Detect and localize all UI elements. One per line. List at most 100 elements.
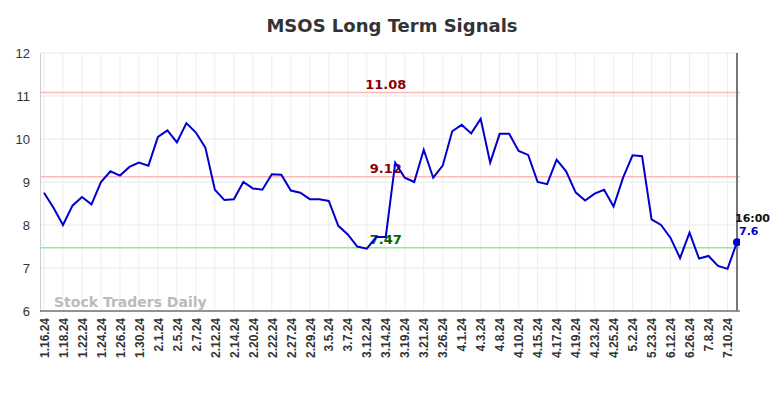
x-grid-line — [62, 53, 63, 311]
x-axis: 1.16.241.18.241.22.241.24.241.26.241.30.… — [38, 311, 740, 358]
reference-labels: 11.089.127.47 — [365, 77, 406, 247]
x-tick-label: 5.2.24 — [626, 318, 640, 352]
x-tick-label: 4.1.24 — [455, 318, 469, 352]
chart: 67891011121.16.241.18.241.22.241.24.241.… — [0, 0, 784, 398]
x-grid-line — [423, 53, 424, 311]
x-grid-line — [252, 53, 253, 311]
x-tick: 4.15.24 — [531, 311, 545, 358]
x-tick-label: 2.5.24 — [171, 318, 185, 352]
x-tick-label: 3.14.24 — [379, 318, 393, 358]
x-grid-line — [556, 53, 557, 311]
x-tick: 3.19.24 — [398, 311, 412, 358]
grid — [40, 53, 740, 311]
series-line — [44, 119, 737, 269]
y-tick: 7 — [23, 261, 40, 276]
x-tick: 1.22.24 — [76, 311, 90, 358]
x-tick: 4.17.24 — [550, 311, 564, 358]
y-grid-line — [40, 311, 740, 312]
y-tick-label: 10 — [16, 132, 30, 147]
x-grid-line — [670, 53, 671, 311]
end-time-label: 16:00 — [735, 212, 770, 225]
y-grid-line — [40, 96, 740, 97]
x-grid-line — [44, 53, 45, 311]
x-tick: 4.8.24 — [493, 311, 507, 351]
x-tick: 3.7.24 — [341, 311, 355, 351]
x-tick: 2.7.24 — [190, 311, 204, 351]
y-tick-label: 8 — [23, 218, 30, 233]
x-tick-label: 2.12.24 — [209, 318, 223, 358]
x-tick-label: 1.26.24 — [114, 318, 128, 358]
x-grid-line — [480, 53, 481, 311]
x-tick-label: 3.26.24 — [436, 318, 450, 358]
y-grid-line — [40, 182, 740, 183]
x-grid-line — [499, 53, 500, 311]
x-grid-line — [708, 53, 709, 311]
x-grid-line — [138, 53, 139, 311]
reference-line — [40, 247, 740, 249]
x-tick-label: 5.23.24 — [645, 318, 659, 358]
x-tick-label: 2.20.24 — [247, 318, 261, 358]
x-axis-line — [40, 311, 740, 312]
x-tick: 7.8.24 — [702, 311, 716, 351]
x-tick: 7.10.24 — [721, 311, 735, 358]
x-tick-label: 1.16.24 — [38, 318, 52, 358]
y-tick: 6 — [23, 304, 40, 319]
x-tick: 3.5.24 — [322, 311, 336, 351]
x-tick: 2.22.24 — [266, 311, 280, 358]
x-tick-label: 4.15.24 — [531, 318, 545, 358]
x-tick-label: 6.12.24 — [664, 318, 678, 358]
x-grid-line — [214, 53, 215, 311]
x-tick: 5.23.24 — [645, 311, 659, 358]
x-grid-line — [385, 53, 386, 311]
x-tick-label: 1.22.24 — [76, 318, 90, 358]
x-grid-line — [651, 53, 652, 311]
x-tick: 2.12.24 — [209, 311, 223, 358]
x-tick-label: 2.29.24 — [304, 318, 318, 358]
x-tick: 3.14.24 — [379, 311, 393, 358]
x-grid-line — [366, 53, 367, 311]
x-tick: 6.12.24 — [664, 311, 678, 358]
x-grid-line — [119, 53, 120, 311]
x-grid-line — [195, 53, 196, 311]
plot-area — [44, 119, 740, 269]
y-tick: 9 — [23, 175, 40, 190]
x-grid-line — [347, 53, 348, 311]
x-tick: 3.21.24 — [417, 311, 431, 358]
x-tick-label: 4.17.24 — [550, 318, 564, 358]
x-tick-label: 3.7.24 — [341, 318, 355, 352]
x-tick: 4.19.24 — [569, 311, 583, 358]
x-tick-label: 3.5.24 — [322, 318, 336, 352]
x-grid-line — [176, 53, 177, 311]
y-grid-line — [40, 225, 740, 226]
x-tick: 3.12.24 — [360, 311, 374, 358]
x-grid-line — [594, 53, 595, 311]
x-tick-label: 3.19.24 — [398, 318, 412, 358]
x-tick: 1.24.24 — [95, 311, 109, 358]
x-grid-line — [518, 53, 519, 311]
x-grid-line — [442, 53, 443, 311]
x-grid-line — [81, 53, 82, 311]
x-tick-label: 4.10.24 — [512, 318, 526, 358]
x-grid-line — [404, 53, 405, 311]
y-tick-label: 7 — [23, 261, 30, 276]
x-tick-label: 1.24.24 — [95, 318, 109, 358]
x-tick-label: 3.21.24 — [417, 318, 431, 358]
y-axis: 6789101112 — [16, 46, 41, 319]
x-tick-label: 4.25.24 — [607, 318, 621, 358]
y-tick-label: 11 — [17, 89, 31, 104]
x-tick-label: 7.10.24 — [721, 318, 735, 358]
y-tick: 8 — [23, 218, 40, 233]
y-grid-line — [40, 53, 740, 54]
x-tick: 2.14.24 — [228, 311, 242, 358]
x-tick-label: 4.3.24 — [474, 318, 488, 352]
current-time-line — [736, 53, 738, 311]
x-tick-label: 3.12.24 — [360, 318, 374, 358]
x-tick: 1.16.24 — [38, 311, 52, 358]
x-tick: 4.3.24 — [474, 311, 488, 351]
end-value-label: 7.6 — [739, 225, 759, 238]
x-tick: 4.10.24 — [512, 311, 526, 358]
x-tick: 6.26.24 — [683, 311, 697, 358]
x-grid-line — [613, 53, 614, 311]
x-tick: 3.26.24 — [436, 311, 450, 358]
x-tick-label: 6.26.24 — [683, 318, 697, 358]
